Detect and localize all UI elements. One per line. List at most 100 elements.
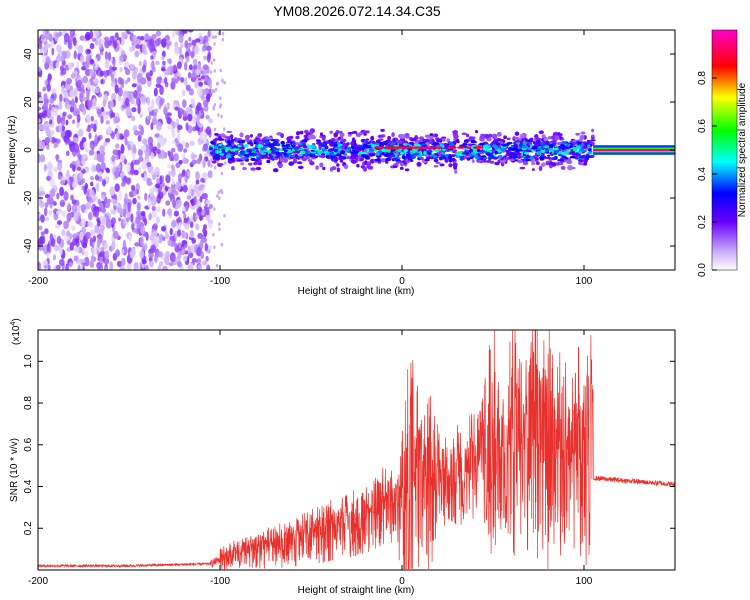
spectrogram-cell (111, 66, 117, 71)
spectrogram-cell (45, 56, 51, 65)
spectrogram-cell (341, 156, 347, 160)
spectrogram-cell (102, 179, 106, 187)
spectrogram-cell (473, 154, 479, 158)
spectrogram-cell (136, 202, 141, 212)
spectrogram-cell (99, 250, 106, 258)
spectrogram-cell (44, 194, 51, 199)
spectrogram-cell (492, 141, 496, 145)
spectrogram-cell (195, 223, 200, 231)
spectrogram-cell (552, 139, 556, 144)
spectrogram-cell (401, 155, 406, 160)
spectrogram-cell (91, 85, 95, 92)
spectrogram-cell (541, 150, 546, 153)
spectrogram-cell (94, 134, 98, 144)
spectrogram-cell (67, 138, 71, 146)
spectrogram-cell (192, 58, 198, 66)
spectrogram-cell (584, 156, 589, 161)
spectrogram-cell (43, 93, 48, 102)
spectrogram-cell (324, 145, 329, 150)
spectrogram-cell (141, 259, 147, 265)
spectrogram-cell (186, 219, 191, 224)
spectrogram-cell (120, 171, 125, 178)
spectrogram-cell (204, 242, 209, 252)
spectrogram-cell (564, 157, 569, 160)
spectrogram-cell (356, 163, 360, 168)
spectrogram-cell (220, 114, 223, 119)
spectrogram-cell (242, 166, 247, 171)
spectrogram-cell (94, 224, 100, 234)
spectrogram-cell (424, 134, 430, 138)
spectrogram-cell (107, 198, 111, 203)
spectrogram-cell (72, 119, 76, 124)
spectrogram-cell (180, 43, 184, 48)
spectrogram-cell (50, 187, 56, 198)
spectrogram-cell (408, 141, 414, 145)
spectrogram-cell (253, 141, 257, 145)
spectrogram-cell (213, 69, 216, 73)
spectrogram-cell (213, 207, 216, 211)
spectrogram-cell (184, 76, 188, 87)
spectrogram-cell (197, 232, 203, 239)
spectrogram-cell (155, 206, 161, 213)
spectrogram-cell (82, 107, 87, 115)
spectrogram-cell (516, 155, 522, 159)
spectrogram-cell (38, 42, 43, 50)
spectrogram-cell (219, 96, 222, 100)
spectrogram-cell (218, 227, 221, 232)
spectrogram-cell (61, 210, 67, 218)
spectrogram-cell (442, 137, 446, 142)
spectrogram-cell (205, 255, 209, 262)
spectrogram-cell (177, 250, 182, 260)
spectrogram-cell (220, 188, 223, 193)
spectrogram-cell (138, 60, 142, 67)
spectrogram-cell (230, 139, 236, 142)
spectrogram-cell (71, 199, 77, 205)
spectrogram-cell (134, 50, 140, 58)
spectrogram-cell (134, 159, 141, 165)
spectrogram-cell (124, 192, 128, 203)
spectrogram-cell (405, 136, 411, 139)
spectrogram-cell (346, 142, 350, 146)
spectrogram-cell (67, 62, 73, 70)
spectrogram-cell (155, 83, 161, 88)
spectrogram-cell (219, 103, 222, 107)
spectrogram-cell (336, 142, 341, 145)
spectrogram-cell (38, 140, 43, 149)
spectrogram-cell (191, 114, 197, 125)
spectrogram-cell (502, 143, 507, 147)
spectrogram-cell (89, 189, 95, 198)
spectrogram-cell (118, 190, 123, 201)
spectrogram-cell (153, 108, 159, 113)
spectrogram-cell (374, 153, 381, 156)
spectrogram-cell (230, 148, 234, 152)
spectrogram-cell (178, 159, 183, 165)
spectrogram-cell (100, 79, 104, 85)
spectrogram-cell (71, 204, 78, 214)
spectrogram-cell (89, 143, 94, 149)
spectrogram-cell (295, 155, 300, 160)
spectrogram-cell (199, 240, 204, 249)
spectrogram-x-tick-label: 0 (399, 276, 405, 287)
spectrogram-cell (203, 142, 208, 151)
spectrogram-cell (110, 217, 117, 225)
spectrogram-cell (200, 251, 205, 260)
spectrogram-cell (120, 152, 124, 162)
spectrogram-cell (120, 257, 126, 267)
spectrogram-cell (59, 199, 66, 208)
spectrogram-cell (329, 141, 336, 144)
spectrogram-cell (506, 137, 511, 140)
spectrogram-cell (54, 224, 60, 229)
spectrogram-marks (38, 30, 675, 270)
snr-x-tick-label: 100 (576, 576, 593, 587)
spectrogram-cell (120, 135, 125, 140)
spectrogram-cell (392, 138, 396, 142)
spectrogram-cell (319, 155, 326, 159)
spectrogram-cell (389, 154, 395, 158)
spectrogram-cell (575, 132, 581, 136)
spectrogram-cell (147, 198, 152, 209)
spectrogram-cell (45, 43, 52, 48)
spectrogram-cell (69, 163, 74, 169)
spectrogram-cell (250, 167, 256, 171)
spectrogram-cell (339, 159, 344, 163)
spectrogram-cell (159, 139, 165, 147)
